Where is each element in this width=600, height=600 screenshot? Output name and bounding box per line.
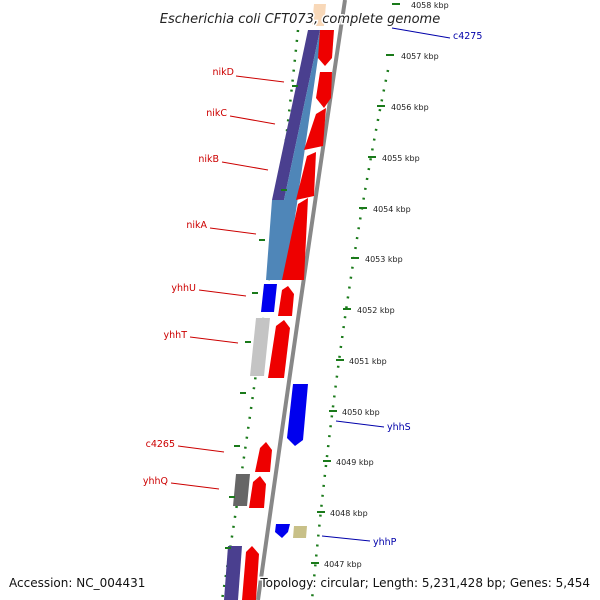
gene-label-yhhu[interactable]: yhhU <box>171 283 196 294</box>
tick-label: 4054 kbp <box>373 205 411 214</box>
gene-label-yhht[interactable]: yhhT <box>164 330 188 341</box>
cds-forward <box>242 546 259 600</box>
tick-label: 4058 kbp <box>411 1 449 10</box>
cds-forward <box>296 152 316 200</box>
cds-forward <box>255 442 272 472</box>
accession-label: Accession: NC_004431 <box>9 576 145 590</box>
cds-forward <box>268 320 290 378</box>
right-gene-labels: c4275 yhhS yhhP <box>321 27 482 548</box>
tick-label: 4052 kbp <box>357 306 395 315</box>
darkgray-feature <box>233 474 250 506</box>
cds-forward <box>304 108 326 150</box>
tick-label: 4056 kbp <box>391 103 429 112</box>
genome-summary: Topology: circular; Length: 5,231,428 bp… <box>259 576 590 590</box>
inner-ring <box>220 29 300 600</box>
cds-forward <box>318 30 334 66</box>
purple-feature <box>272 30 320 200</box>
gene-label-nika[interactable]: nikA <box>186 220 207 231</box>
category-track <box>224 4 326 600</box>
cds-forward <box>316 72 332 108</box>
tick-label: 4055 kbp <box>382 154 420 163</box>
backbone <box>253 0 350 600</box>
gene-label-yhhs[interactable]: yhhS <box>387 422 411 433</box>
steelblue-feature <box>266 30 322 280</box>
reverse-cds-track <box>275 384 308 538</box>
gene-label-c4265[interactable]: c4265 <box>146 439 175 450</box>
left-gene-labels: nikD nikC nikB nikA yhhU yhhT c4265 yhhQ <box>143 67 285 490</box>
blue-feature <box>261 284 277 312</box>
inner-ring-ticks <box>225 85 298 549</box>
forward-cds-track <box>242 30 334 600</box>
tick-label: 4053 kbp <box>365 255 403 264</box>
tick-label: 4049 kbp <box>336 458 374 467</box>
tick-label: 4050 kbp <box>342 408 380 417</box>
cds-forward <box>282 198 308 280</box>
tick-label: 4048 kbp <box>330 509 368 518</box>
gene-label-nikd[interactable]: nikD <box>213 67 234 78</box>
scale-ring <box>310 69 390 600</box>
peach-block <box>312 4 326 26</box>
tick-label: 4057 kbp <box>401 52 439 61</box>
map-title: Escherichia coli CFT073, complete genome <box>160 12 440 27</box>
tick-label: 4051 kbp <box>349 357 387 366</box>
cds-reverse <box>287 384 308 446</box>
cds-reverse <box>275 524 290 538</box>
cds-forward <box>249 476 266 508</box>
gene-label-nikc[interactable]: nikC <box>206 108 227 119</box>
gene-label-nikb[interactable]: nikB <box>198 154 219 165</box>
gene-label-yhhp[interactable]: yhhP <box>373 537 397 548</box>
lightgray-feature <box>250 318 270 376</box>
gene-label-yhhq[interactable]: yhhQ <box>143 476 168 487</box>
gene-label-c4275[interactable]: c4275 <box>453 31 482 42</box>
purple-feature-bottom <box>224 546 242 600</box>
cds-forward <box>278 286 294 316</box>
scale-ticks: 4058 kbp 4057 kbp 4056 kbp 4055 kbp 4054… <box>311 1 449 569</box>
tick-label: 4047 kbp <box>324 560 362 569</box>
khaki-block <box>293 526 307 538</box>
